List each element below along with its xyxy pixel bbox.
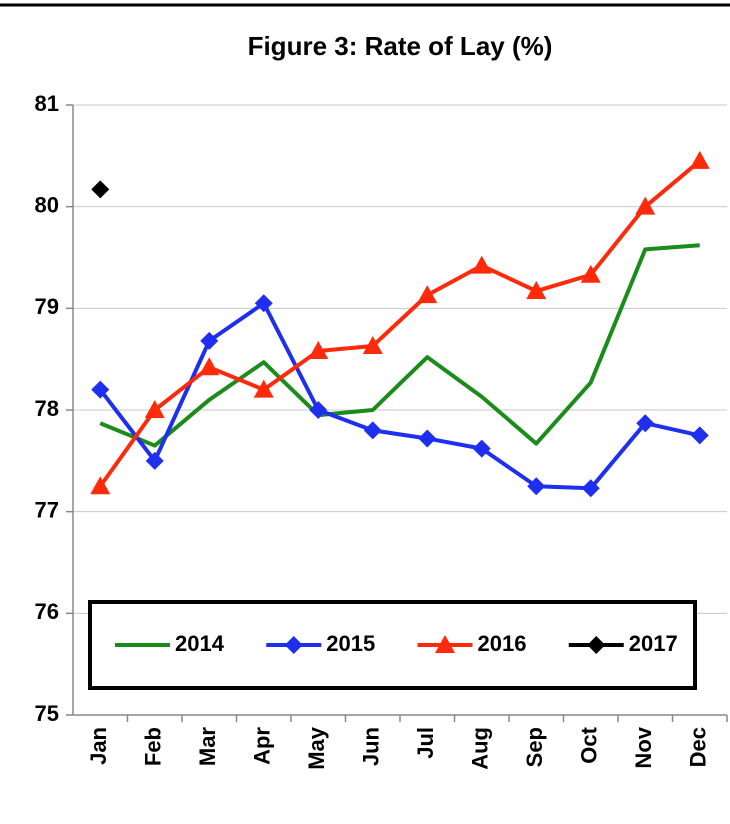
- marker: [690, 426, 709, 445]
- legend-label: 2016: [478, 631, 527, 656]
- x-tick-label: Feb: [141, 727, 166, 766]
- y-tick-label: 79: [35, 294, 59, 319]
- legend-label: 2014: [175, 631, 225, 656]
- marker: [526, 281, 547, 300]
- chart-title: Figure 3: Rate of Lay (%): [248, 31, 553, 61]
- legend-marker: [587, 636, 606, 654]
- x-tick-label: Jan: [86, 727, 111, 765]
- legend-label: 2017: [629, 631, 678, 656]
- marker: [91, 180, 110, 199]
- marker: [90, 476, 111, 495]
- x-tick-label: May: [304, 726, 329, 770]
- x-tick-label: Jul: [413, 727, 438, 759]
- x-tick-label: Aug: [468, 727, 493, 770]
- marker: [472, 439, 491, 458]
- marker: [145, 451, 164, 470]
- x-tick-label: Sep: [522, 727, 547, 767]
- series-line: [98, 159, 702, 488]
- y-tick-label: 80: [35, 192, 59, 217]
- marker: [635, 196, 656, 215]
- marker: [689, 150, 710, 169]
- marker: [91, 380, 110, 399]
- marker: [362, 335, 383, 354]
- x-tick-label: Mar: [195, 727, 220, 767]
- marker: [471, 255, 492, 274]
- marker: [363, 421, 382, 440]
- legend-marker: [435, 635, 455, 653]
- legend-label: 2015: [326, 631, 375, 656]
- y-tick-label: 75: [35, 701, 59, 726]
- marker: [580, 264, 601, 283]
- marker: [417, 285, 438, 304]
- series-line: [99, 243, 700, 448]
- marker: [199, 357, 220, 376]
- marker: [200, 331, 219, 350]
- marker: [309, 401, 328, 419]
- x-tick-label: Apr: [250, 727, 275, 765]
- x-tick-label: Dec: [686, 727, 711, 767]
- series-line: [98, 301, 701, 491]
- marker: [527, 477, 546, 496]
- x-tick-label: Oct: [577, 726, 602, 763]
- marker: [581, 479, 600, 498]
- marker: [308, 341, 329, 360]
- marker: [418, 429, 437, 448]
- marker: [254, 294, 273, 313]
- legend-marker: [284, 636, 303, 654]
- marker: [636, 414, 655, 433]
- x-tick-label: Jun: [359, 727, 384, 766]
- y-tick-label: 78: [35, 396, 59, 421]
- marker: [144, 400, 165, 418]
- y-tick-label: 76: [35, 599, 59, 624]
- y-tick-label: 77: [35, 497, 59, 522]
- y-tick-label: 81: [35, 91, 59, 116]
- x-tick-label: Nov: [631, 726, 656, 768]
- marker: [253, 379, 274, 398]
